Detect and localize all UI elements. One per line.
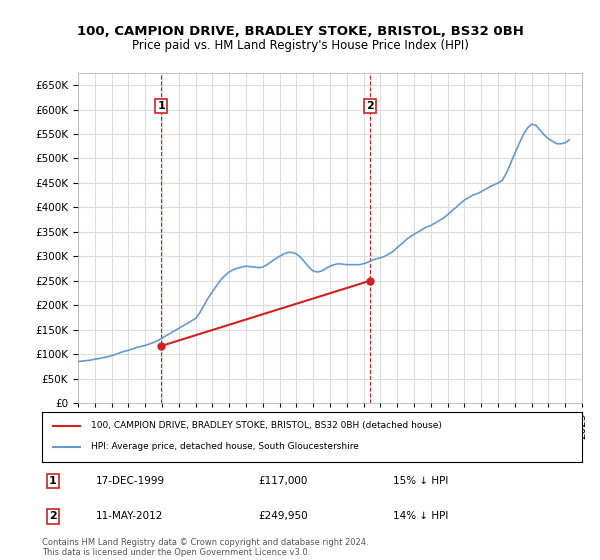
- Text: £117,000: £117,000: [258, 476, 307, 486]
- Text: £249,950: £249,950: [258, 511, 308, 521]
- Text: 100, CAMPION DRIVE, BRADLEY STOKE, BRISTOL, BS32 0BH: 100, CAMPION DRIVE, BRADLEY STOKE, BRIST…: [77, 25, 523, 38]
- Text: 100, CAMPION DRIVE, BRADLEY STOKE, BRISTOL, BS32 0BH (detached house): 100, CAMPION DRIVE, BRADLEY STOKE, BRIST…: [91, 421, 442, 430]
- Text: Price paid vs. HM Land Registry's House Price Index (HPI): Price paid vs. HM Land Registry's House …: [131, 39, 469, 52]
- Text: 2: 2: [366, 101, 374, 111]
- Text: 1: 1: [49, 476, 56, 486]
- Text: 11-MAY-2012: 11-MAY-2012: [96, 511, 163, 521]
- Text: 15% ↓ HPI: 15% ↓ HPI: [393, 476, 448, 486]
- Text: 17-DEC-1999: 17-DEC-1999: [96, 476, 165, 486]
- Text: Contains HM Land Registry data © Crown copyright and database right 2024.
This d: Contains HM Land Registry data © Crown c…: [42, 538, 368, 557]
- Text: 2: 2: [49, 511, 56, 521]
- Point: [157, 342, 166, 351]
- Text: HPI: Average price, detached house, South Gloucestershire: HPI: Average price, detached house, Sout…: [91, 442, 358, 451]
- Point: [365, 277, 374, 286]
- Text: 1: 1: [157, 101, 165, 111]
- Text: 14% ↓ HPI: 14% ↓ HPI: [393, 511, 448, 521]
